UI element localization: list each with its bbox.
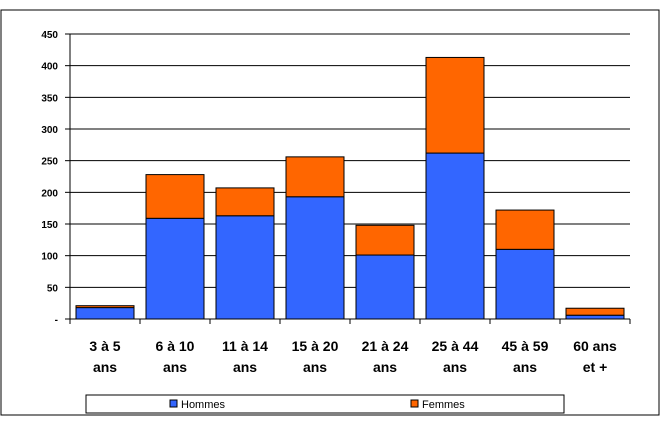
bar-hommes (215, 215, 275, 320)
bar-femmes (215, 187, 275, 217)
y-tick-label: 400 (41, 62, 58, 73)
bar-femmes (355, 224, 415, 256)
x-tick-label: 60 ans et + (573, 338, 617, 375)
bar-hommes (495, 248, 555, 320)
bar-hommes (285, 196, 345, 320)
legend-label: Hommes (181, 399, 226, 411)
y-tick-label: 450 (41, 30, 58, 41)
y-tick-label: 300 (41, 125, 58, 136)
y-tick-label: 200 (41, 188, 58, 199)
y-tick-label: - (55, 315, 58, 326)
x-tick-label: 45 à 59 ans (502, 338, 549, 375)
bars (75, 56, 625, 320)
x-tick-label: 11 à 14 ans (222, 338, 268, 375)
axes (65, 33, 631, 324)
x-tick-label: 15 à 20 ans (292, 338, 339, 375)
legend-swatch (169, 399, 178, 408)
x-tick-label: 6 à 10 ans (156, 338, 195, 375)
bar-hommes (565, 314, 625, 320)
legend-label: Femmes (422, 399, 465, 411)
bar-hommes (425, 152, 485, 320)
y-tick-labels: - 50 100 150 200 250 300 350 400 450 (41, 30, 58, 326)
legend: Hommes Femmes (85, 394, 565, 414)
y-tick-label: 250 (41, 157, 58, 168)
bar-hommes (75, 307, 135, 320)
bar-femmes (75, 305, 135, 309)
x-tick-labels: 3 à 5 ans 6 à 10 ans 11 à 14 ans 15 à 20 ans 21 … (89, 338, 617, 375)
legend-box (85, 394, 565, 414)
bar-femmes (495, 209, 555, 250)
bar-femmes (425, 56, 485, 154)
legend-swatch (410, 399, 419, 408)
bar-hommes (355, 254, 415, 320)
bar-hommes (145, 217, 205, 320)
x-tick-label: 25 à 44 ans (432, 338, 479, 375)
y-tick-label: 150 (41, 220, 58, 231)
bar-femmes (565, 307, 625, 316)
x-tick-label: 3 à 5 ans (89, 338, 120, 375)
y-tick-label: 50 (47, 283, 59, 294)
bar-femmes (145, 174, 205, 219)
y-tick-label: 100 (41, 252, 58, 263)
y-tick-label: 350 (41, 93, 58, 104)
bar-femmes (285, 156, 345, 198)
x-tick-label: 21 à 24 ans (362, 338, 409, 375)
